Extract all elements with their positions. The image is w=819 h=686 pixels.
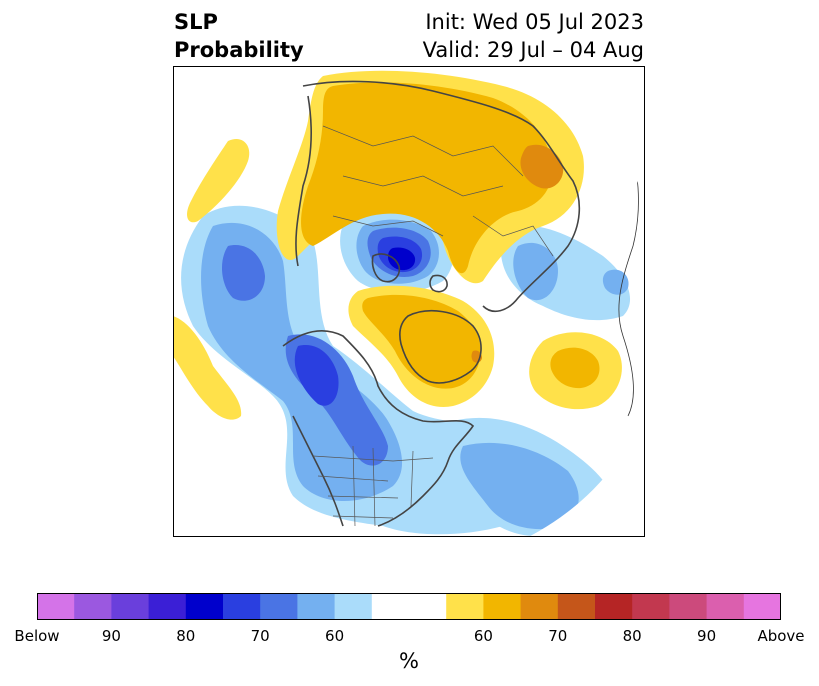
- country-borders: [312, 125, 554, 527]
- colorbar-tick-label: 80: [622, 627, 642, 645]
- colorbar-segment-11: [446, 593, 484, 620]
- colorbar-tick-label: 60: [473, 627, 493, 645]
- coastline-greenland: [399, 310, 482, 384]
- colorbar-segment-9: [371, 593, 410, 620]
- below-70-area-scandinavia: [602, 269, 629, 295]
- hemisphere-mask: [173, 66, 645, 537]
- colorbar-unit: %: [399, 649, 419, 673]
- colorbar-tick-label: 60: [325, 627, 345, 645]
- above-60-area-west-pacific: [173, 316, 242, 420]
- colorbar-segment-12: [483, 593, 522, 620]
- title-right: Init: Wed 05 Jul 2023 Valid: 29 Jul – 04…: [423, 8, 644, 64]
- colorbar-tick-label: 70: [250, 627, 270, 645]
- above-70-area-greenland: [362, 294, 481, 389]
- colorbar-segment-14: [557, 593, 596, 620]
- title-left: SLP Probability: [174, 8, 304, 64]
- colorbar-segment-8: [334, 593, 373, 620]
- map-border: [173, 66, 645, 537]
- title-variable: SLP: [174, 10, 218, 34]
- coastline-eurasia: [295, 80, 581, 313]
- colorbar-segment-16: [632, 593, 670, 620]
- colorbar-tick-label: 80: [176, 627, 196, 645]
- coastline-arctic-islands: [371, 253, 448, 293]
- colorbar-segment-3: [148, 593, 187, 620]
- below-70-area-eurasia: [513, 242, 558, 301]
- above-60-area-northwest: [187, 138, 250, 223]
- title-type: Probability: [174, 38, 304, 62]
- colorbar-segment-0: [37, 593, 75, 620]
- colorbar-segment-6: [260, 593, 298, 620]
- valid-range: Valid: 29 Jul – 04 Aug: [422, 38, 644, 62]
- colorbar: [37, 593, 781, 620]
- colorbar-segment-7: [297, 593, 336, 620]
- above-70-area-east-atlantic: [550, 347, 600, 389]
- below-90-area-arctic: [388, 247, 416, 271]
- below-80-area-pacific: [221, 245, 265, 301]
- colorbar-segment-4: [185, 593, 224, 620]
- colorbar-segment-15: [595, 593, 633, 620]
- colorbar-tick-label: 70: [548, 627, 568, 645]
- colorbar-segment-18: [706, 593, 745, 620]
- colorbar-border: [37, 593, 781, 620]
- probability-map: [173, 66, 645, 537]
- colorbar-tick-label: Below: [14, 627, 60, 645]
- below-85-area-canada: [294, 345, 339, 406]
- coastline-north-america: [282, 330, 475, 527]
- colorbar-segment-1: [74, 593, 112, 620]
- colorbar-segment-10: [409, 593, 447, 620]
- colorbar-tick-label: 90: [697, 627, 717, 645]
- colorbar-segment-2: [111, 593, 150, 620]
- colorbar-segment-19: [743, 593, 781, 620]
- colorbar-segment-5: [223, 593, 261, 620]
- colorbar-segment-13: [520, 593, 559, 620]
- coastlines: [282, 80, 581, 527]
- init-date: Init: Wed 05 Jul 2023: [425, 10, 644, 34]
- colorbar-tick-label: 90: [101, 627, 121, 645]
- colorbar-segment-17: [669, 593, 708, 620]
- above-80-area-north: [520, 144, 564, 189]
- colorbar-tick-label: Above: [757, 627, 805, 645]
- below-70-area-atlantic: [460, 442, 579, 530]
